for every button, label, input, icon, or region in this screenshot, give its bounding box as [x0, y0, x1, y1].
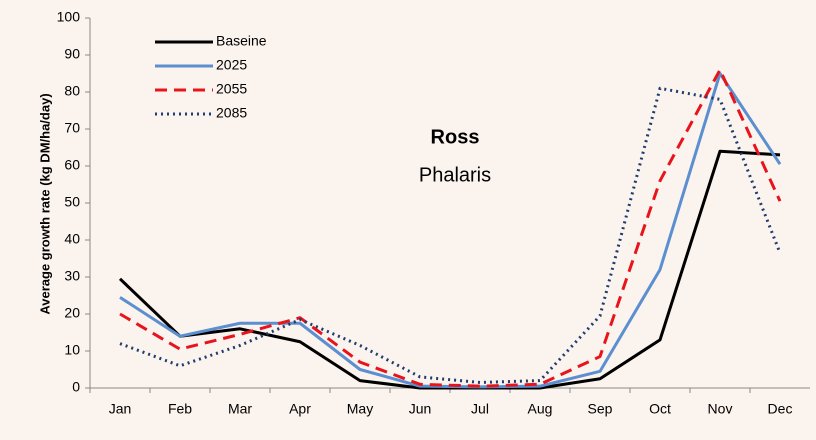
x-tick-label: May: [347, 401, 373, 417]
y-axis-label: Average growth rate (kg DM/ha/day): [37, 93, 52, 314]
x-tick-label: Jul: [471, 401, 489, 417]
x-tick-label: Nov: [708, 401, 733, 417]
series-line: [119, 68, 782, 388]
y-tick-label: 70: [64, 120, 80, 136]
y-tick-label: 10: [64, 342, 80, 358]
y-tick-label: 60: [64, 157, 80, 173]
x-tick-label: Aug: [528, 401, 553, 417]
y-tick-label: 30: [64, 268, 80, 284]
legend-label: 2055: [216, 81, 247, 97]
series-line: [119, 86, 782, 384]
y-tick-label: 90: [64, 46, 80, 62]
legend-label: 2085: [216, 105, 247, 121]
x-tick-label: Jan: [109, 401, 132, 417]
x-tick-label: Oct: [649, 401, 671, 417]
x-tick-label: Mar: [228, 401, 252, 417]
y-tick-label: 0: [72, 379, 80, 395]
x-tick-label: Dec: [768, 401, 793, 417]
y-tick-label: 40: [64, 231, 80, 247]
x-tick-label: Feb: [168, 401, 192, 417]
legend-label: Baseine: [216, 33, 267, 49]
y-tick-label: 20: [64, 305, 80, 321]
annotation-title: Ross: [431, 126, 480, 148]
x-tick-label: Jun: [409, 401, 432, 417]
y-tick-label: 80: [64, 83, 80, 99]
y-tick-label: 100: [57, 9, 81, 25]
y-tick-label: 50: [64, 194, 80, 210]
legend-label: 2025: [216, 57, 247, 73]
x-tick-label: Apr: [289, 401, 311, 417]
annotation-subtitle: Phalaris: [419, 164, 491, 186]
x-tick-label: Sep: [588, 401, 613, 417]
